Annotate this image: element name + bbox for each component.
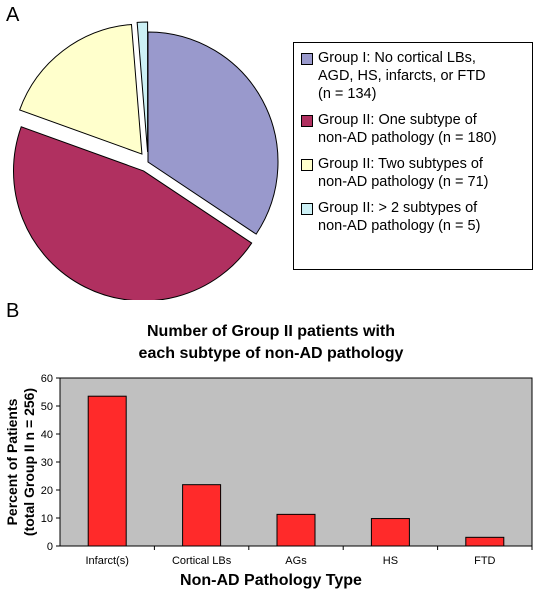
y-tick-label: 20 (41, 485, 53, 497)
pie-slice-2 (19, 23, 143, 155)
y-axis-label: Percent of Patients (4, 398, 20, 525)
legend-swatch (301, 159, 313, 171)
legend-swatch (301, 53, 313, 65)
x-tick-label: Cortical LBs (172, 555, 232, 567)
panel-a-label: A (6, 4, 20, 26)
x-tick-label: FTD (474, 555, 495, 567)
legend-item: Group II: > 2 subtypes of non-AD patholo… (301, 199, 526, 235)
bar-chart: 0 10 20 30 40 50 60 Infarct(s) Cortical LBs AGs HS… (4, 373, 533, 567)
pie-slice-0 (147, 31, 279, 235)
pie-slice-1 (13, 126, 253, 300)
pie-legend: Group I: No cortical LBs, AGD, HS, infar… (293, 42, 533, 270)
y-tick-label: 30 (41, 457, 53, 469)
y-tick-label: 60 (41, 373, 53, 385)
pie-slice-3 (136, 21, 149, 153)
legend-label: Group II: One subtype of non-AD patholog… (318, 112, 497, 146)
panel-b-label: B (6, 300, 20, 322)
legend-item: Group II: One subtype of non-AD patholog… (301, 111, 526, 147)
legend-label: Group II: > 2 subtypes of non-AD patholo… (318, 200, 481, 234)
bar-ftd (465, 536, 505, 547)
legend-label: Group I: No cortical LBs, AGD, HS, infar… (318, 50, 486, 102)
x-tick-label: AGs (285, 555, 307, 567)
y-tick-label: 40 (41, 429, 53, 441)
bar-ags (276, 513, 316, 547)
bar-cortical-lbs (182, 484, 222, 547)
legend-swatch (301, 115, 313, 127)
legend-swatch (301, 203, 313, 215)
legend-item: Group II: Two subtypes of non-AD patholo… (301, 155, 526, 191)
y-tick-label: 10 (41, 513, 53, 525)
bar-hs (370, 518, 410, 547)
y-tick-label: 0 (47, 541, 53, 553)
x-tick-label: HS (383, 555, 398, 567)
x-tick-label: Infarct(s) (85, 555, 128, 567)
bar-chart-xlabel: Non-AD Pathology Type (180, 572, 362, 589)
pie-chart (13, 21, 279, 300)
y-axis-label-subtitle: (total Group II n = 256) (21, 388, 37, 536)
legend-item: Group I: No cortical LBs, AGD, HS, infar… (301, 49, 526, 103)
bar-infarct-s (87, 395, 127, 547)
y-tick-label: 50 (41, 401, 53, 413)
bar-chart-title: Number of Group II patients with each su… (138, 323, 404, 362)
legend-label: Group II: Two subtypes of non-AD patholo… (318, 156, 489, 190)
